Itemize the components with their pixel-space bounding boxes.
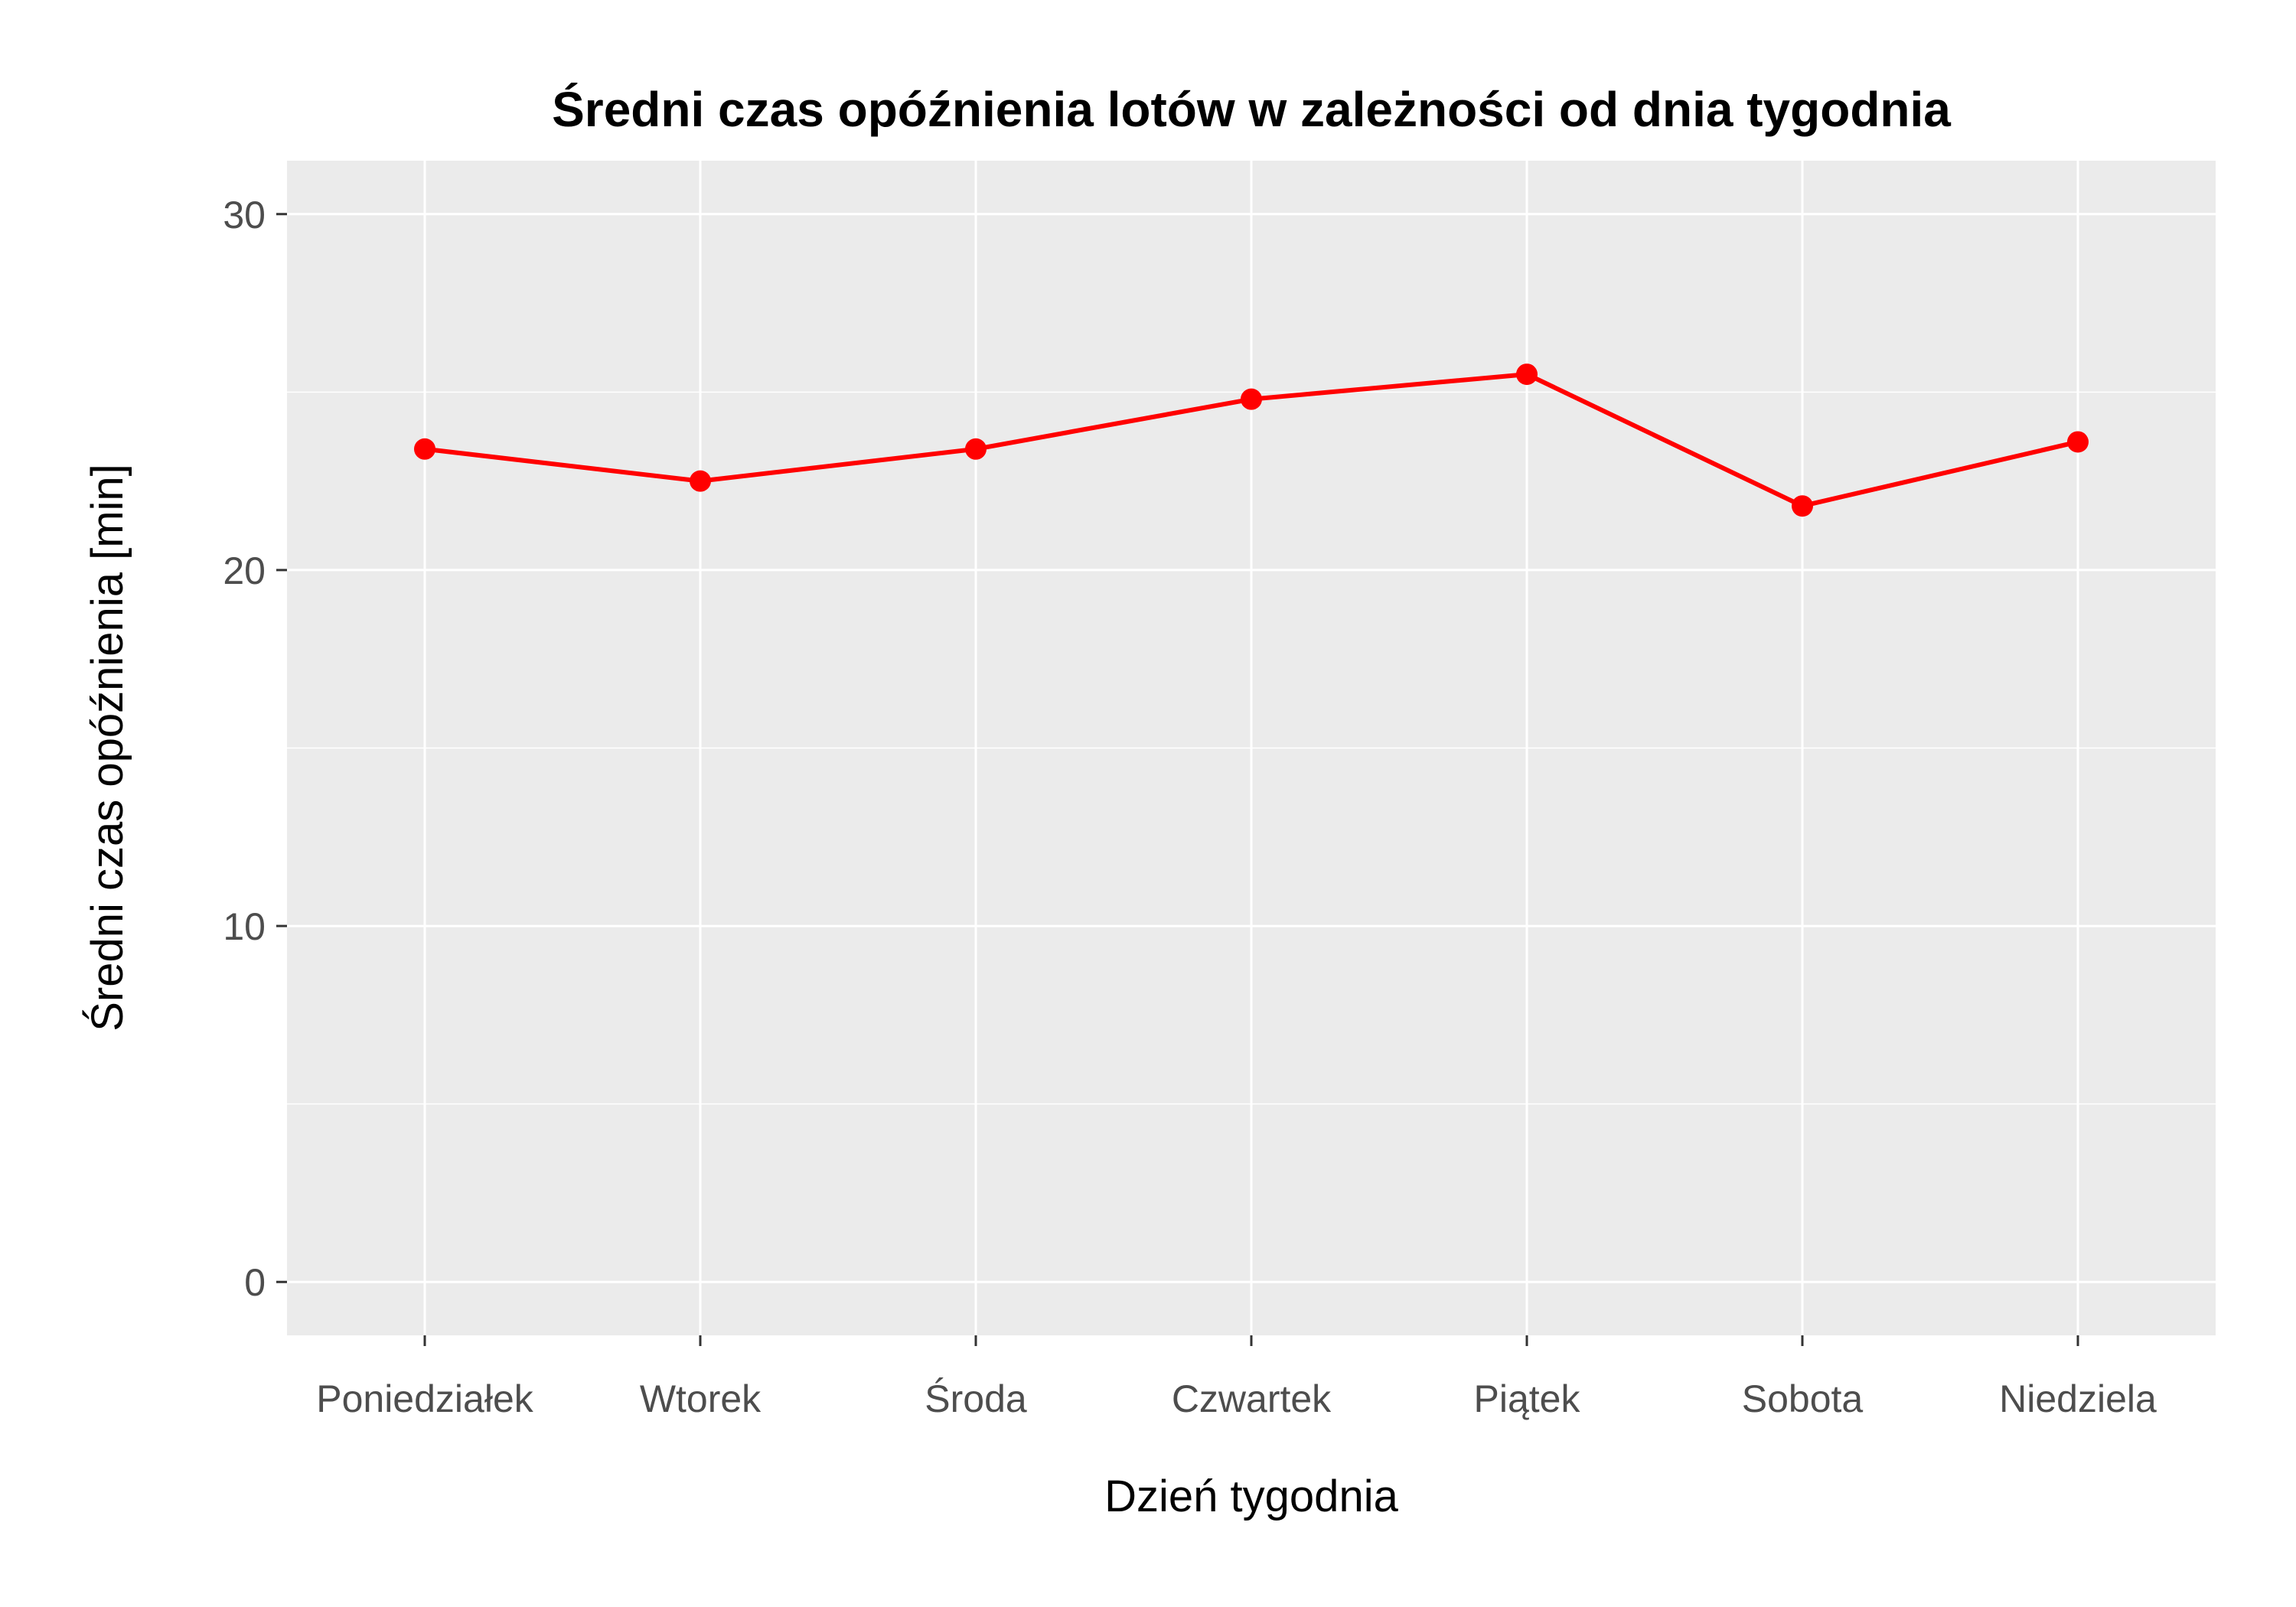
data-point [1792,495,1813,517]
x-tick-label: Poniedziałek [316,1377,534,1420]
chart-title: Średni czas opóźnienia lotów w zależnośc… [552,82,1951,137]
x-tick-label: Wtorek [640,1377,762,1420]
data-point [2067,431,2089,453]
x-tick-label: Środa [925,1377,1027,1420]
y-tick-label: 0 [244,1261,266,1304]
y-tick-label: 20 [223,549,266,592]
y-tick-label: 30 [223,194,266,236]
x-tick-label: Sobota [1742,1377,1864,1420]
x-axis: Poniedziałek Wtorek Środa Czwartek Piątek Sob… [316,1335,2157,1420]
y-axis-title: Średni czas opóźnienia [min] [83,464,132,1032]
data-point [1241,388,1262,410]
major-gridlines [287,161,2216,1335]
data-point [965,438,987,460]
x-tick-label: Czwartek [1172,1377,1332,1420]
x-tick-label: Piątek [1474,1377,1581,1420]
series-layer [414,363,2089,517]
y-axis: 0 10 20 30 [223,194,287,1304]
data-point [690,470,711,492]
x-tick-label: Niedziela [1999,1377,2157,1420]
x-axis-title: Dzień tygodnia [1104,1472,1398,1521]
data-point [414,438,435,460]
y-tick-label: 10 [223,905,266,948]
data-point [1516,363,1538,386]
